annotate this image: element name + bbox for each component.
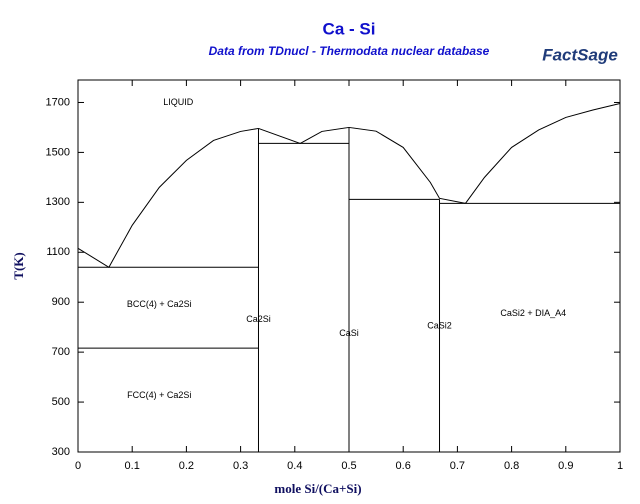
x-tick-label: 0.9 bbox=[558, 460, 573, 472]
x-tick-label: 0.6 bbox=[396, 460, 411, 472]
y-tick-label: 1500 bbox=[46, 146, 70, 158]
y-tick-label: 1700 bbox=[46, 96, 70, 108]
x-tick-label: 0.3 bbox=[233, 460, 248, 472]
y-tick-label: 900 bbox=[52, 296, 70, 308]
x-tick-label: 0.7 bbox=[450, 460, 465, 472]
phase-label: BCC(4) + Ca2Si bbox=[127, 299, 192, 309]
y-tick-label: 1300 bbox=[46, 196, 70, 208]
phase-label: LIQUID bbox=[163, 97, 194, 107]
x-tick-label: 1 bbox=[617, 460, 623, 472]
phase-label: CaSi bbox=[339, 328, 359, 338]
y-axis-label: T(K) bbox=[11, 252, 26, 279]
x-tick-label: 0 bbox=[75, 460, 81, 472]
y-tick-label: 500 bbox=[52, 396, 70, 408]
x-tick-label: 0.1 bbox=[125, 460, 140, 472]
logo: FactSage bbox=[542, 45, 618, 64]
y-tick-label: 700 bbox=[52, 346, 70, 358]
x-axis-label: mole Si/(Ca+Si) bbox=[274, 481, 361, 496]
phase-label: CaSi2 bbox=[427, 320, 452, 330]
phase-boundary bbox=[348, 126, 466, 204]
x-tick-label: 0.5 bbox=[341, 460, 356, 472]
chart-subtitle: Data from TDnucl - Thermodata nuclear da… bbox=[209, 44, 490, 58]
chart-title: Ca - Si bbox=[323, 19, 376, 38]
x-tick-label: 0.8 bbox=[504, 460, 519, 472]
phase-label: CaSi2 + DIA_A4 bbox=[500, 308, 566, 318]
phase-label: FCC(4) + Ca2Si bbox=[127, 390, 191, 400]
phase-boundary bbox=[465, 102, 621, 204]
y-tick-label: 1100 bbox=[46, 246, 70, 258]
y-tick-label: 300 bbox=[52, 446, 70, 458]
x-tick-label: 0.2 bbox=[179, 460, 194, 472]
phase-label: Ca2Si bbox=[246, 314, 271, 324]
x-tick-label: 0.4 bbox=[287, 460, 302, 472]
phase-boundary bbox=[258, 126, 350, 144]
phase-boundary bbox=[77, 127, 259, 268]
